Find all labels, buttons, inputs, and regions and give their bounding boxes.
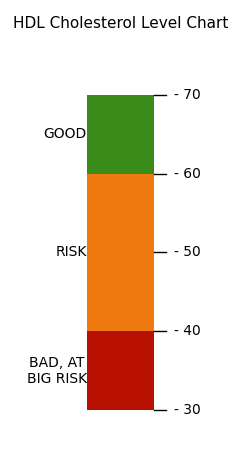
Text: - 60: - 60 — [174, 167, 201, 180]
Text: - 40: - 40 — [174, 325, 200, 338]
Text: RISK: RISK — [55, 246, 87, 259]
Text: GOOD: GOOD — [44, 127, 87, 141]
Text: - 50: - 50 — [174, 246, 200, 259]
Text: BAD, AT
BIG RISK: BAD, AT BIG RISK — [27, 356, 87, 386]
Text: - 70: - 70 — [174, 88, 200, 101]
Bar — [87, 174, 154, 331]
Bar — [87, 95, 154, 174]
Bar — [87, 331, 154, 410]
Text: - 30: - 30 — [174, 403, 200, 417]
Text: HDL Cholesterol Level Chart: HDL Cholesterol Level Chart — [13, 17, 228, 31]
